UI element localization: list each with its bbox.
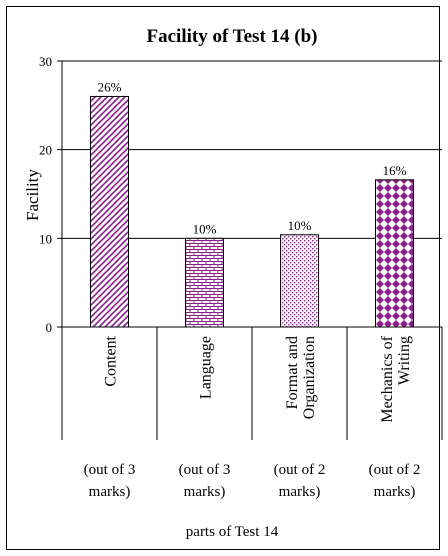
bar-1 xyxy=(90,95,129,328)
marks-label: marks) xyxy=(184,484,226,500)
y-axis-label: Facility xyxy=(23,169,42,221)
y-tick-label: 0 xyxy=(46,320,53,335)
category-label: Writing xyxy=(396,336,413,385)
marks-label: marks) xyxy=(89,484,131,500)
bar-4 xyxy=(375,179,414,328)
category-label: Content xyxy=(103,335,120,386)
marks-label: (out of 3 xyxy=(179,462,231,478)
category-label: Format and xyxy=(284,336,301,409)
marks-label: (out of 2 xyxy=(369,462,421,478)
chart-title: Facility of Test 14 (b) xyxy=(147,26,318,47)
data-label: 16% xyxy=(383,163,407,178)
marks-label: marks) xyxy=(279,484,321,500)
y-tick-label: 10 xyxy=(39,231,52,246)
data-label: 26% xyxy=(98,79,122,94)
data-label: 10% xyxy=(193,221,217,236)
bar-2 xyxy=(185,237,224,328)
category-label: Language xyxy=(198,336,215,399)
x-axis-label: parts of Test 14 xyxy=(186,524,279,540)
y-tick-label: 20 xyxy=(39,143,52,158)
data-label: 10% xyxy=(288,218,312,233)
y-tick-label: 30 xyxy=(39,54,52,69)
marks-label: marks) xyxy=(374,484,416,500)
marks-label: (out of 3 xyxy=(84,462,136,478)
bar-3 xyxy=(280,234,319,328)
marks-label: (out of 2 xyxy=(274,462,326,478)
category-label: Mechanics of xyxy=(379,335,396,422)
category-label: Organization xyxy=(301,336,318,419)
